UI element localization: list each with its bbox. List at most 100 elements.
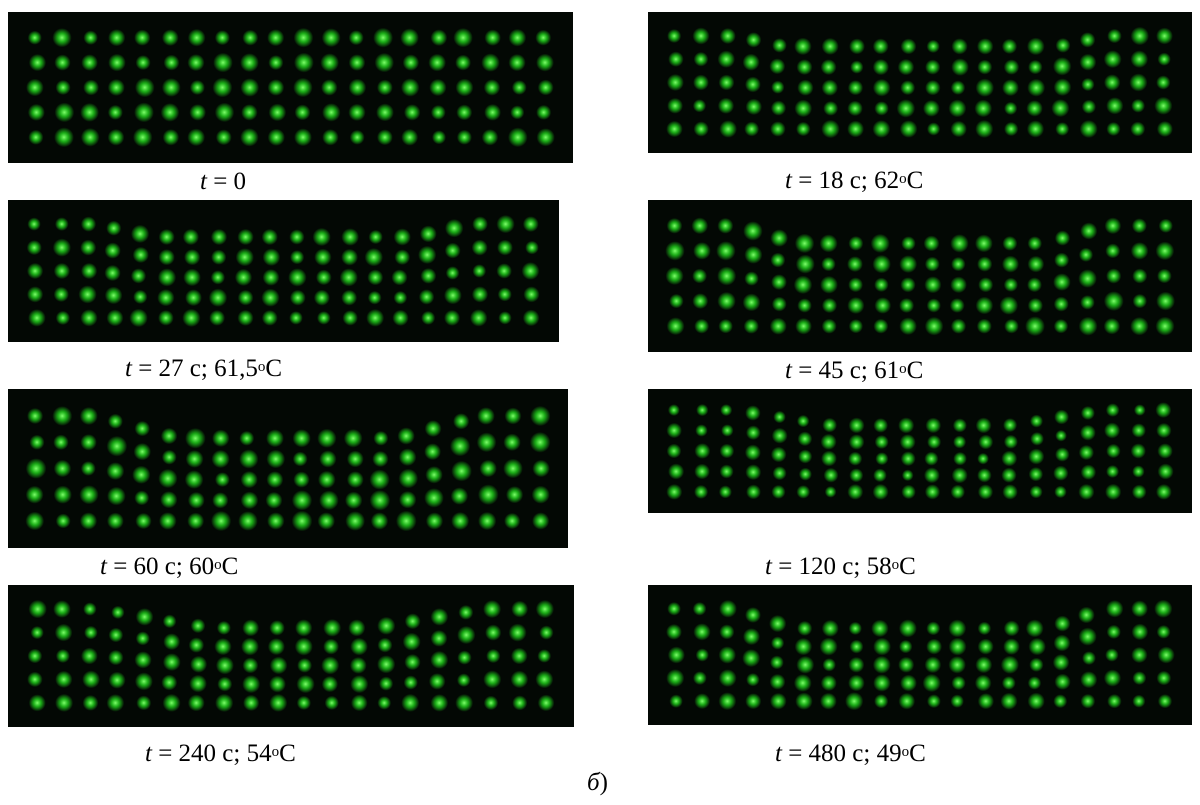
laser-dot	[1130, 26, 1149, 46]
laser-dot	[1105, 483, 1122, 500]
laser-dot	[821, 37, 839, 55]
laser-dot	[950, 276, 967, 294]
laser-dot	[847, 100, 863, 117]
laser-dot	[349, 129, 365, 145]
laser-dot	[445, 266, 460, 280]
photo-panel-t45	[648, 200, 1192, 352]
laser-dot	[745, 32, 762, 48]
laser-dot	[135, 55, 151, 71]
laser-dot	[312, 227, 331, 247]
laser-dot	[875, 452, 889, 466]
laser-dot	[399, 491, 417, 509]
laser-dot	[78, 285, 97, 304]
laser-dot	[242, 29, 259, 46]
laser-dot	[53, 286, 69, 302]
laser-dot	[1078, 247, 1094, 262]
laser-dot	[483, 79, 501, 96]
panel-caption: t = 120 c; 58oC	[765, 553, 916, 581]
laser-dot	[950, 234, 969, 253]
laser-dot	[53, 485, 72, 504]
laser-dot	[794, 637, 813, 656]
degree-sign: o	[891, 557, 900, 573]
time-symbol: t	[785, 357, 792, 384]
laser-dot	[537, 694, 555, 712]
laser-dot	[508, 623, 527, 642]
laser-dot	[1003, 59, 1020, 75]
laser-dot	[404, 104, 421, 121]
laser-dot	[1003, 638, 1020, 655]
laser-dot	[977, 638, 994, 655]
laser-dot	[239, 449, 259, 469]
laser-dot	[132, 465, 151, 484]
laser-dot	[319, 490, 339, 511]
laser-dot	[794, 99, 813, 118]
laser-dot	[665, 267, 684, 285]
laser-dot	[535, 670, 554, 689]
laser-dot	[106, 694, 125, 712]
laser-dot	[53, 459, 72, 478]
laser-dot	[1027, 78, 1046, 97]
laser-dot	[669, 293, 684, 309]
laser-dot	[849, 468, 864, 483]
laser-dot	[1000, 655, 1019, 674]
laser-dot	[238, 511, 258, 531]
laser-dot	[848, 674, 865, 692]
laser-dot	[432, 130, 446, 145]
laser-dot	[848, 621, 862, 635]
laser-dot	[1002, 79, 1019, 97]
photo-panel-t0	[8, 12, 573, 163]
laser-dot	[484, 29, 501, 46]
laser-dot	[848, 656, 865, 673]
laser-dot	[926, 638, 942, 655]
laser-dot	[430, 29, 448, 46]
laser-dot	[1025, 316, 1045, 337]
laser-dot	[323, 638, 339, 655]
laser-dot	[80, 239, 97, 256]
figure-label: б)	[587, 769, 608, 797]
dot-grid-photo	[666, 599, 1175, 711]
laser-dot	[1080, 406, 1095, 420]
laser-dot	[1104, 422, 1121, 439]
laser-dot	[717, 266, 737, 286]
laser-dot	[796, 485, 811, 499]
laser-dot	[716, 241, 736, 261]
laser-dot	[54, 127, 74, 148]
laser-dot	[1129, 73, 1148, 92]
laser-dot	[901, 469, 914, 482]
laser-dot	[770, 446, 787, 463]
laser-dot	[295, 619, 313, 637]
laser-dot	[797, 414, 810, 428]
laser-dot	[160, 491, 178, 509]
laser-dot	[377, 129, 393, 146]
laser-dot	[977, 693, 994, 710]
laser-dot	[28, 129, 44, 145]
dot-grid-photo	[666, 26, 1173, 139]
laser-dot	[481, 53, 500, 72]
laser-dot	[1027, 297, 1043, 314]
laser-dot	[29, 434, 45, 450]
laser-dot	[134, 29, 151, 46]
laser-dot	[771, 484, 786, 499]
laser-dot	[187, 54, 205, 72]
laser-dot	[104, 264, 121, 282]
laser-dot	[848, 451, 863, 466]
laser-dot	[367, 290, 382, 305]
laser-dot	[1130, 50, 1149, 68]
laser-dot	[950, 80, 966, 95]
laser-dot	[392, 309, 409, 326]
laser-dot	[823, 467, 839, 483]
laser-dot	[1103, 669, 1122, 687]
laser-dot	[745, 607, 761, 623]
laser-dot	[924, 451, 939, 466]
laser-dot	[1156, 422, 1172, 439]
laser-dot	[28, 694, 46, 712]
laser-dot	[769, 58, 786, 75]
laser-dot	[975, 656, 993, 674]
laser-dot	[1132, 465, 1145, 478]
laser-dot	[444, 286, 462, 305]
laser-dot	[769, 673, 786, 690]
laser-dot	[294, 52, 314, 73]
unit-text: C	[899, 553, 916, 580]
laser-dot	[793, 674, 812, 692]
laser-dot	[874, 277, 889, 292]
